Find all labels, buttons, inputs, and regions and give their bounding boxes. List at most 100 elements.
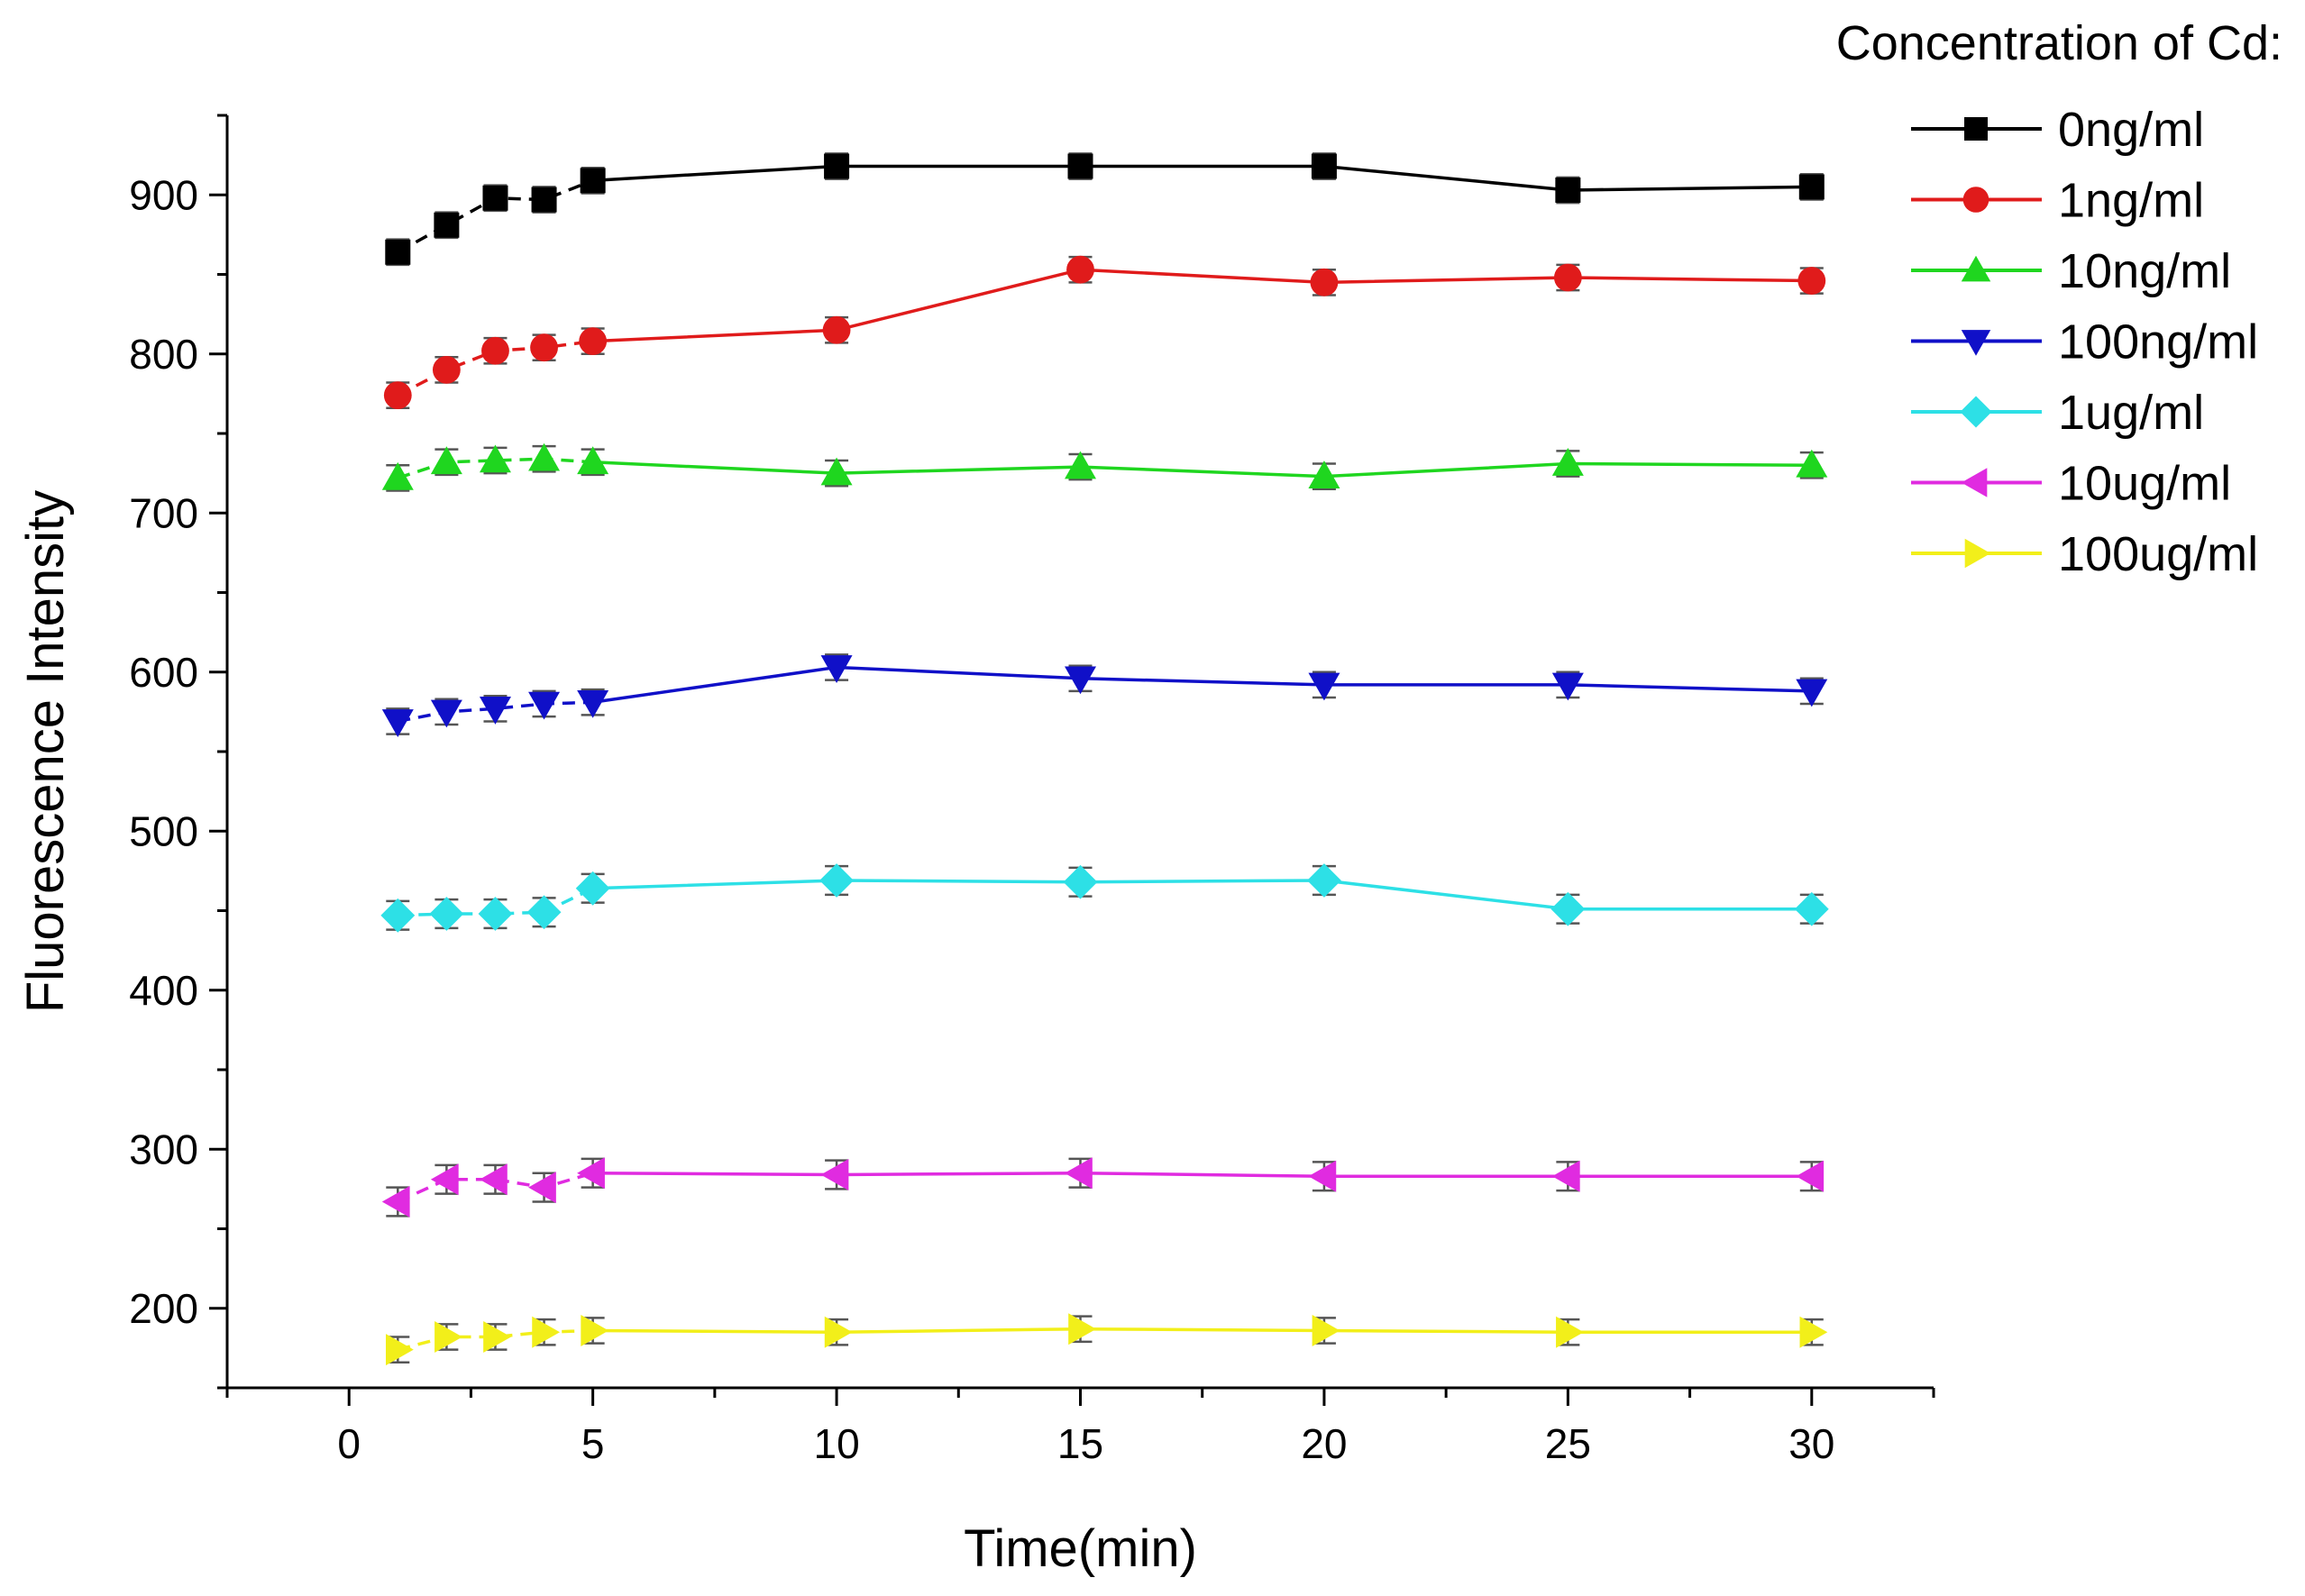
data-point xyxy=(430,446,462,475)
legend-marker xyxy=(1962,187,1989,213)
x-tick-label: 0 xyxy=(337,1420,361,1467)
legend-entry-1ng/ml: 1ng/ml xyxy=(1911,174,2204,228)
data-point xyxy=(526,895,562,930)
x-tick-label: 25 xyxy=(1545,1420,1591,1467)
data-point xyxy=(1797,267,1826,295)
data-point xyxy=(1796,449,1828,478)
data-point xyxy=(1310,268,1339,296)
series-10ng/ml xyxy=(381,442,1828,492)
series-100ug/ml xyxy=(386,1313,1828,1366)
data-point xyxy=(579,327,608,356)
data-point xyxy=(580,168,606,194)
series-line-dashed xyxy=(397,700,593,724)
data-point xyxy=(1794,891,1829,926)
data-point xyxy=(1798,174,1825,200)
data-point xyxy=(1065,451,1096,479)
series-line xyxy=(592,164,1812,192)
series-line-dashed xyxy=(397,1172,594,1204)
x-tick-label: 10 xyxy=(813,1420,859,1467)
data-point xyxy=(1556,1316,1584,1348)
data-point xyxy=(479,1163,508,1196)
data-point xyxy=(528,1172,556,1204)
data-point xyxy=(1312,1314,1340,1346)
axes: 200 300 400 500 600 700 800 900 0 5 10 15 20 25 30 Time… xyxy=(16,114,1935,1578)
data-point xyxy=(1799,1316,1828,1348)
data-point xyxy=(1550,891,1586,926)
data-point xyxy=(386,1334,414,1366)
legend-marker xyxy=(1961,255,1991,282)
data-point xyxy=(577,1157,605,1190)
series-1ng/ml xyxy=(383,255,1826,410)
series-layer xyxy=(380,152,1829,1366)
data-point xyxy=(434,212,460,238)
data-point xyxy=(577,689,609,718)
data-point xyxy=(1311,153,1337,179)
x-tick-label: 15 xyxy=(1057,1420,1103,1467)
legend-entry-100ug/ml: 100ug/ml xyxy=(1911,527,2258,581)
legend-label: 0ng/ml xyxy=(2058,103,2204,157)
legend-marker xyxy=(1964,538,1991,569)
series-line xyxy=(592,268,1812,343)
data-point xyxy=(1308,1160,1337,1192)
legend-marker xyxy=(1961,468,1988,497)
y-tick-label: 700 xyxy=(129,489,198,536)
data-point xyxy=(481,336,509,365)
legend-label: 1ng/ml xyxy=(2058,174,2204,228)
x-tick-label: 5 xyxy=(581,1420,605,1467)
data-point xyxy=(819,863,854,898)
series-line xyxy=(592,665,1812,705)
data-point xyxy=(1307,863,1341,898)
data-point xyxy=(1067,153,1093,179)
data-point xyxy=(1796,1160,1825,1192)
data-point xyxy=(1555,177,1581,203)
data-point xyxy=(1068,1313,1096,1345)
data-point xyxy=(581,1314,609,1346)
legend-label: 100ng/ml xyxy=(2058,315,2258,369)
data-point xyxy=(528,691,561,720)
data-point xyxy=(430,1163,459,1196)
x-tick-label: 20 xyxy=(1301,1420,1347,1467)
x-axis-title: Time(min) xyxy=(964,1519,1197,1578)
legend-label: 1ug/ml xyxy=(2058,386,2204,440)
data-point xyxy=(824,1316,853,1348)
data-point xyxy=(1065,1157,1093,1190)
y-tick-label: 500 xyxy=(129,807,198,854)
data-point xyxy=(530,333,558,362)
legend-label: 100ug/ml xyxy=(2058,527,2258,581)
data-point xyxy=(482,185,508,211)
y-tick-label: 600 xyxy=(129,649,198,696)
legend-marker xyxy=(1960,396,1992,428)
data-point xyxy=(483,1321,511,1354)
data-point xyxy=(478,897,513,931)
data-point xyxy=(430,699,462,728)
data-point xyxy=(381,1185,410,1218)
data-point xyxy=(1551,448,1584,476)
legend-entry-1ug/ml: 1ug/ml xyxy=(1911,386,2204,440)
y-tick-label: 900 xyxy=(129,171,198,218)
legend-entry-100ng/ml: 100ng/ml xyxy=(1911,315,2258,369)
legend-title: Concentration of Cd: xyxy=(1836,16,2282,70)
data-point xyxy=(528,442,561,471)
data-point xyxy=(1065,666,1096,695)
data-point xyxy=(824,153,850,179)
data-point xyxy=(1066,255,1094,284)
x-tick-label: 30 xyxy=(1788,1420,1834,1467)
data-point xyxy=(1308,461,1340,488)
legend-label: 10ng/ml xyxy=(2058,244,2231,298)
data-point xyxy=(1551,672,1584,701)
data-point xyxy=(532,1316,561,1348)
data-point xyxy=(1308,672,1340,701)
series-line xyxy=(592,1171,1812,1179)
series-0ng/ml xyxy=(385,152,1825,267)
legend-label: 10ug/ml xyxy=(2058,457,2231,511)
data-point xyxy=(383,381,412,410)
series-10ug/ml xyxy=(381,1157,1825,1218)
y-tick-label: 200 xyxy=(129,1285,198,1332)
data-point xyxy=(432,356,461,384)
data-point xyxy=(380,898,416,933)
legend-entry-10ug/ml: 10ug/ml xyxy=(1911,457,2231,511)
data-point xyxy=(820,655,853,683)
data-point xyxy=(385,239,411,265)
series-line xyxy=(592,879,1812,911)
y-tick-label: 400 xyxy=(129,967,198,1014)
